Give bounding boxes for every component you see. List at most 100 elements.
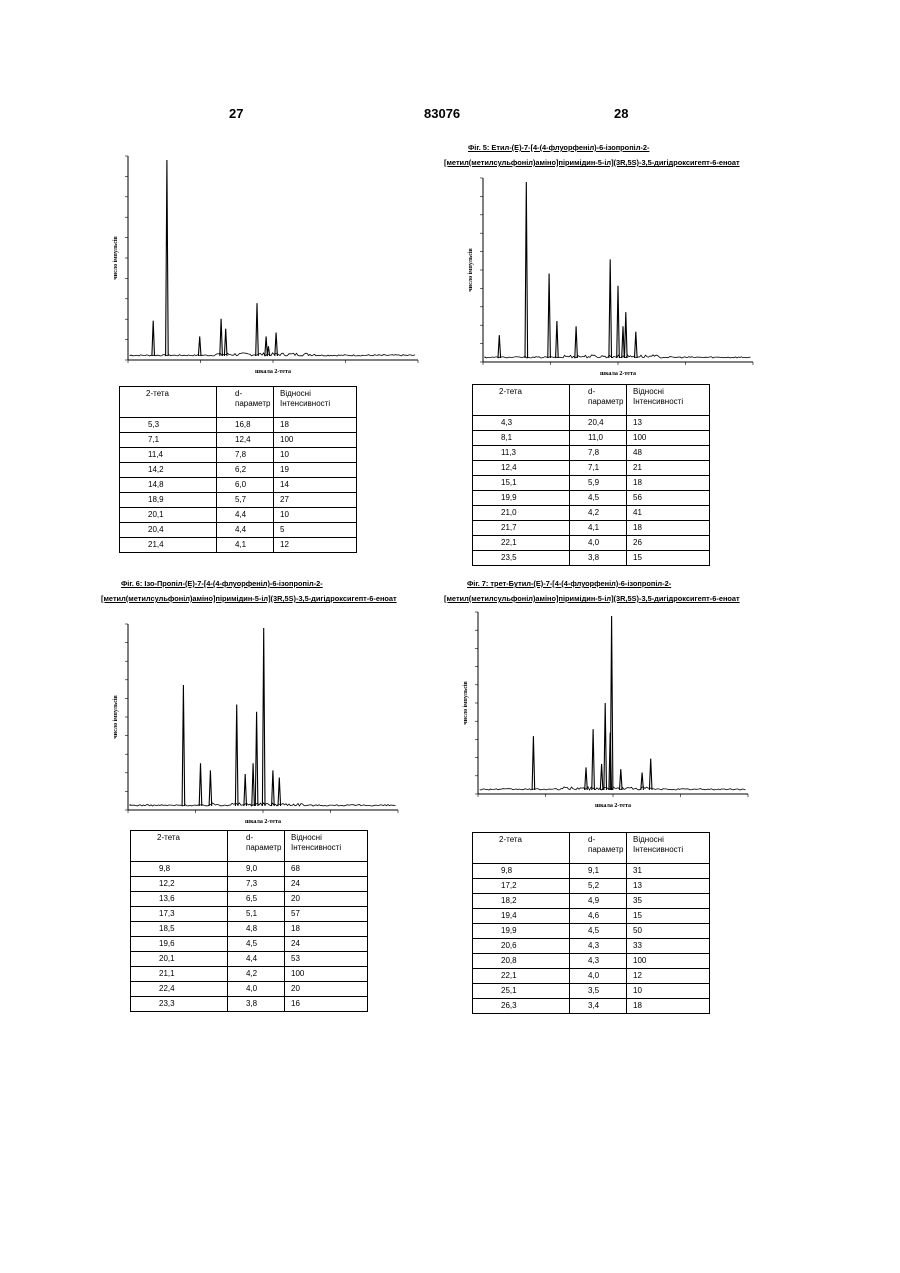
table-row: 22,14,012 (473, 969, 710, 984)
table-cell: 12,2 (131, 877, 228, 892)
table-cell: 5,1 (228, 907, 285, 922)
table-cell: 22,1 (473, 969, 570, 984)
table-cell: 13,6 (131, 892, 228, 907)
table-row: 18,95,727 (120, 493, 357, 508)
table-cell: 25,1 (473, 984, 570, 999)
peak-table-fig-6: 2-тетаd-параметрВідносніІнтенсивності9,8… (130, 830, 368, 1012)
table-cell: 23,5 (473, 551, 570, 566)
table-row: 19,44,615 (473, 909, 710, 924)
table-cell: 4,4 (217, 523, 274, 538)
peak-table-1: 2-тетаd-параметрВідносніІнтенсивності5,3… (119, 386, 357, 553)
peak-table-fig-7: 2-тетаd-параметрВідносніІнтенсивності9,8… (472, 832, 710, 1014)
table-row: 14,26,219 (120, 463, 357, 478)
table-cell: 4,3 (473, 416, 570, 431)
table-cell: 12,4 (473, 461, 570, 476)
table-header-cell: ВідносніІнтенсивності (627, 385, 710, 416)
diffraction-peak (620, 769, 623, 790)
table-row: 4,320,413 (473, 416, 710, 431)
diffraction-peak (525, 182, 528, 358)
table-cell: 11,0 (570, 431, 627, 446)
table-cell: 6,5 (228, 892, 285, 907)
table-cell: 15,1 (473, 476, 570, 491)
table-cell: 4,9 (570, 894, 627, 909)
table-row: 5,316,818 (120, 418, 357, 433)
patent-number: 83076 (424, 106, 460, 121)
table-row: 21,04,241 (473, 506, 710, 521)
table-row: 23,53,815 (473, 551, 710, 566)
table-cell: 18 (627, 521, 710, 536)
xrd-diffractogram-1: число імпульсівшкала 2-тета (108, 148, 428, 376)
table-row: 11,47,810 (120, 448, 357, 463)
table-header-cell: 2-тета (473, 385, 570, 416)
table-cell: 4,4 (228, 952, 285, 967)
diffraction-peak (609, 259, 612, 358)
table-header-cell: 2-тета (473, 833, 570, 864)
table-cell: 15 (627, 909, 710, 924)
page-number-right: 28 (614, 106, 628, 121)
table-row: 21,14,2100 (131, 967, 368, 982)
diffraction-peak (235, 705, 238, 807)
table-row: 8,111,0100 (473, 431, 710, 446)
diffraction-peak (275, 333, 278, 357)
table-cell: 23,3 (131, 997, 228, 1012)
table-row: 12,27,324 (131, 877, 368, 892)
table-cell: 16,8 (217, 418, 274, 433)
table-header-cell: d-параметр (570, 385, 627, 416)
baseline-trace (130, 353, 415, 356)
xrd-diffractogram-fig-7: число імпульсівшкала 2-тета (458, 604, 758, 810)
table-cell: 17,3 (131, 907, 228, 922)
x-axis-label: шкала 2-тета (245, 819, 281, 825)
table-row: 14,86,014 (120, 478, 357, 493)
diffraction-peak (635, 332, 638, 358)
diffraction-peak (649, 759, 652, 790)
table-row: 11,37,848 (473, 446, 710, 461)
table-cell: 9,8 (131, 862, 228, 877)
table-cell: 13 (627, 879, 710, 894)
diffraction-peak (625, 312, 628, 358)
table-cell: 18,5 (131, 922, 228, 937)
page-number-left: 27 (229, 106, 243, 121)
table-cell: 6,0 (217, 478, 274, 493)
table-cell: 7,1 (120, 433, 217, 448)
table-cell: 31 (627, 864, 710, 879)
table-cell: 4,1 (217, 538, 274, 553)
table-row: 21,74,118 (473, 521, 710, 536)
table-cell: 18,2 (473, 894, 570, 909)
table-cell: 18 (627, 476, 710, 491)
diffraction-peak (209, 770, 212, 806)
xrd-diffractogram-fig-6: число імпульсів шкала 2-тета (108, 616, 408, 826)
table-row: 17,35,157 (131, 907, 368, 922)
diffraction-peak (152, 321, 155, 356)
table-row: 21,44,112 (120, 538, 357, 553)
table-cell: 12 (274, 538, 357, 553)
table-cell: 7,3 (228, 877, 285, 892)
table-row: 17,25,213 (473, 879, 710, 894)
table-cell: 50 (627, 924, 710, 939)
table-header-cell: d-параметр (228, 831, 285, 862)
table-cell: 21,4 (120, 538, 217, 553)
table-cell: 20,8 (473, 954, 570, 969)
table-cell: 9,8 (473, 864, 570, 879)
diffraction-peak (575, 326, 578, 358)
table-cell: 3,8 (570, 551, 627, 566)
diffraction-peak (198, 336, 201, 356)
table-cell: 10 (274, 508, 357, 523)
table-row: 26,33,418 (473, 999, 710, 1014)
table-cell: 9,1 (570, 864, 627, 879)
table-cell: 4,3 (570, 939, 627, 954)
table-header-cell: d-параметр (217, 387, 274, 418)
table-row: 15,15,918 (473, 476, 710, 491)
table-cell: 20,1 (131, 952, 228, 967)
table-cell: 48 (627, 446, 710, 461)
table-cell: 5,7 (217, 493, 274, 508)
table-cell: 4,5 (570, 924, 627, 939)
table-cell: 27 (274, 493, 357, 508)
diffraction-peak (199, 763, 202, 806)
table-cell: 21,1 (131, 967, 228, 982)
table-cell: 4,0 (570, 536, 627, 551)
table-cell: 6,2 (217, 463, 274, 478)
table-cell: 19,4 (473, 909, 570, 924)
y-axis-label: число імпульсів (113, 694, 119, 738)
diffraction-peak (498, 335, 501, 358)
table-row: 12,47,121 (473, 461, 710, 476)
